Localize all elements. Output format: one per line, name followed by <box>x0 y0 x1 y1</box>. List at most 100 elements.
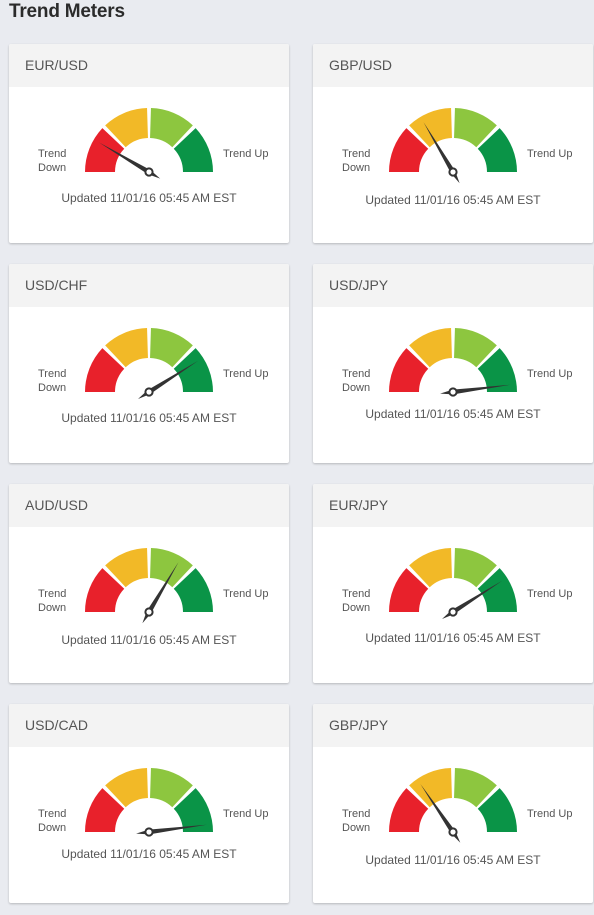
updated-timestamp: Updated 11/01/16 05:45 AM EST <box>365 193 541 207</box>
gauge-needle <box>420 784 461 843</box>
meter-body: Trend Down Trend Up Updated 11/01/16 05:4… <box>313 747 593 903</box>
gauge-segment-light-green <box>150 548 193 588</box>
meter-body: Trend Down Trend Up Updated 11/01/16 05:4… <box>9 307 289 463</box>
gauge-segment-orange <box>105 108 148 148</box>
gauge-segment-orange <box>409 328 452 368</box>
trend-down-label: Trend Down <box>342 368 371 394</box>
updated-timestamp: Updated 11/01/16 05:45 AM EST <box>61 847 237 861</box>
trend-up-label: Trend Up <box>527 808 573 820</box>
gauge-needle-hub <box>448 167 458 177</box>
updated-timestamp: Updated 11/01/16 05:45 AM EST <box>61 411 237 425</box>
trend-down-label: Trend Down <box>342 148 371 174</box>
gauge-needle-hub <box>144 387 154 397</box>
trend-up-label: Trend Up <box>527 148 573 160</box>
gauge-segment-red <box>389 128 429 172</box>
meter-body: Trend Down Trend Up Updated 11/01/16 05:4… <box>9 527 289 683</box>
trend-down-label: Trend Down <box>342 588 371 614</box>
trend-gauge <box>85 548 213 624</box>
trend-up-label: Trend Up <box>223 368 269 380</box>
meter-card: GBP/JPY Trend Down Trend Up Updated 11/01… <box>313 704 593 903</box>
gauge-needle-hub <box>448 387 458 397</box>
gauge-segment-light-green <box>454 108 497 148</box>
trend-gauge <box>85 328 213 399</box>
updated-timestamp: Updated 11/01/16 05:45 AM EST <box>365 631 541 645</box>
gauge-segment-green <box>477 568 517 612</box>
gauge-segment-red <box>85 788 125 832</box>
gauge-segment-green <box>173 568 213 612</box>
meter-body: Trend Down Trend Up Updated 11/01/16 05:4… <box>9 87 289 243</box>
trend-up-label: Trend Up <box>223 148 269 160</box>
meter-card-title: EUR/JPY <box>313 484 593 527</box>
gauge-needle-hub <box>144 167 154 177</box>
gauge-needle <box>138 360 198 399</box>
meter-card-title: USD/JPY <box>313 264 593 307</box>
gauge-segment-red <box>389 348 429 392</box>
gauge-needle <box>440 384 511 395</box>
updated-timestamp: Updated 11/01/16 05:45 AM EST <box>365 407 541 421</box>
gauge-segment-orange <box>105 548 148 588</box>
gauge-segment-light-green <box>454 328 497 368</box>
updated-timestamp: Updated 11/01/16 05:45 AM EST <box>61 191 237 205</box>
trend-up-label: Trend Up <box>223 808 269 820</box>
gauge-segment-orange <box>409 108 452 148</box>
gauge-segment-green <box>477 348 517 392</box>
gauge-segment-light-green <box>150 328 193 368</box>
updated-timestamp: Updated 11/01/16 05:45 AM EST <box>365 853 541 867</box>
trend-down-label: Trend Down <box>38 368 67 394</box>
gauge-segment-red <box>85 568 125 612</box>
gauge-segment-red <box>85 348 125 392</box>
meter-body: Trend Down Trend Up Updated 11/01/16 05:4… <box>313 527 593 683</box>
trend-gauge <box>389 108 517 184</box>
gauge-needle <box>99 142 161 179</box>
trend-up-label: Trend Up <box>527 368 573 380</box>
meter-card: AUD/USD Trend Down Trend Up Updated 11/01… <box>9 484 289 683</box>
trend-gauge <box>389 548 517 619</box>
gauge-segment-orange <box>105 328 148 368</box>
gauge-needle-hub <box>448 827 458 837</box>
gauge-segment-green <box>173 128 213 172</box>
meter-card: USD/JPY Trend Down Trend Up Updated 11/01… <box>313 264 593 463</box>
meter-card: USD/CAD Trend Down Trend Up Updated 11/01… <box>9 704 289 903</box>
meter-card: EUR/JPY Trend Down Trend Up Updated 11/01… <box>313 484 593 683</box>
gauge-segment-orange <box>409 548 452 588</box>
gauge-segment-light-green <box>454 768 497 808</box>
trend-down-label: Trend Down <box>342 808 371 834</box>
meter-card: USD/CHF Trend Down Trend Up Updated 11/01… <box>9 264 289 463</box>
gauge-segment-red <box>389 568 429 612</box>
gauge-segment-green <box>477 128 517 172</box>
meter-card-title: GBP/USD <box>313 44 593 87</box>
gauge-needle-hub <box>144 607 154 617</box>
trend-gauge <box>389 768 517 843</box>
meter-body: Trend Down Trend Up Updated 11/01/16 05:4… <box>313 307 593 463</box>
meter-card-title: EUR/USD <box>9 44 289 87</box>
gauge-segment-red <box>389 788 429 832</box>
gauge-segment-red <box>85 128 125 172</box>
meter-body: Trend Down Trend Up Updated 11/01/16 05:4… <box>313 87 593 243</box>
trend-gauge <box>85 768 213 837</box>
gauge-segment-green <box>477 788 517 832</box>
gauge-needle-hub <box>448 607 458 617</box>
gauge-segment-green <box>173 788 213 832</box>
gauge-needle <box>442 580 502 619</box>
gauge-segment-light-green <box>150 108 193 148</box>
trend-gauge <box>389 328 517 397</box>
meter-card-title: USD/CHF <box>9 264 289 307</box>
gauge-segment-light-green <box>150 768 193 808</box>
gauge-needle <box>142 562 179 624</box>
meter-card: EUR/USD Trend Down Trend Up Updated 11/01… <box>9 44 289 243</box>
trend-up-label: Trend Up <box>527 588 573 600</box>
trend-down-label: Trend Down <box>38 148 67 174</box>
gauge-needle <box>136 824 207 835</box>
trend-down-label: Trend Down <box>38 588 67 614</box>
meter-card-title: GBP/JPY <box>313 704 593 747</box>
meter-body: Trend Down Trend Up Updated 11/01/16 05:4… <box>9 747 289 903</box>
meter-card-title: USD/CAD <box>9 704 289 747</box>
trend-up-label: Trend Up <box>223 588 269 600</box>
page-title: Trend Meters <box>9 1 125 22</box>
meter-card-title: AUD/USD <box>9 484 289 527</box>
updated-timestamp: Updated 11/01/16 05:45 AM EST <box>61 633 237 647</box>
gauge-needle <box>423 122 460 184</box>
gauge-needle-hub <box>144 827 154 837</box>
gauge-segment-light-green <box>454 548 497 588</box>
meter-card: GBP/USD Trend Down Trend Up Updated 11/01… <box>313 44 593 243</box>
